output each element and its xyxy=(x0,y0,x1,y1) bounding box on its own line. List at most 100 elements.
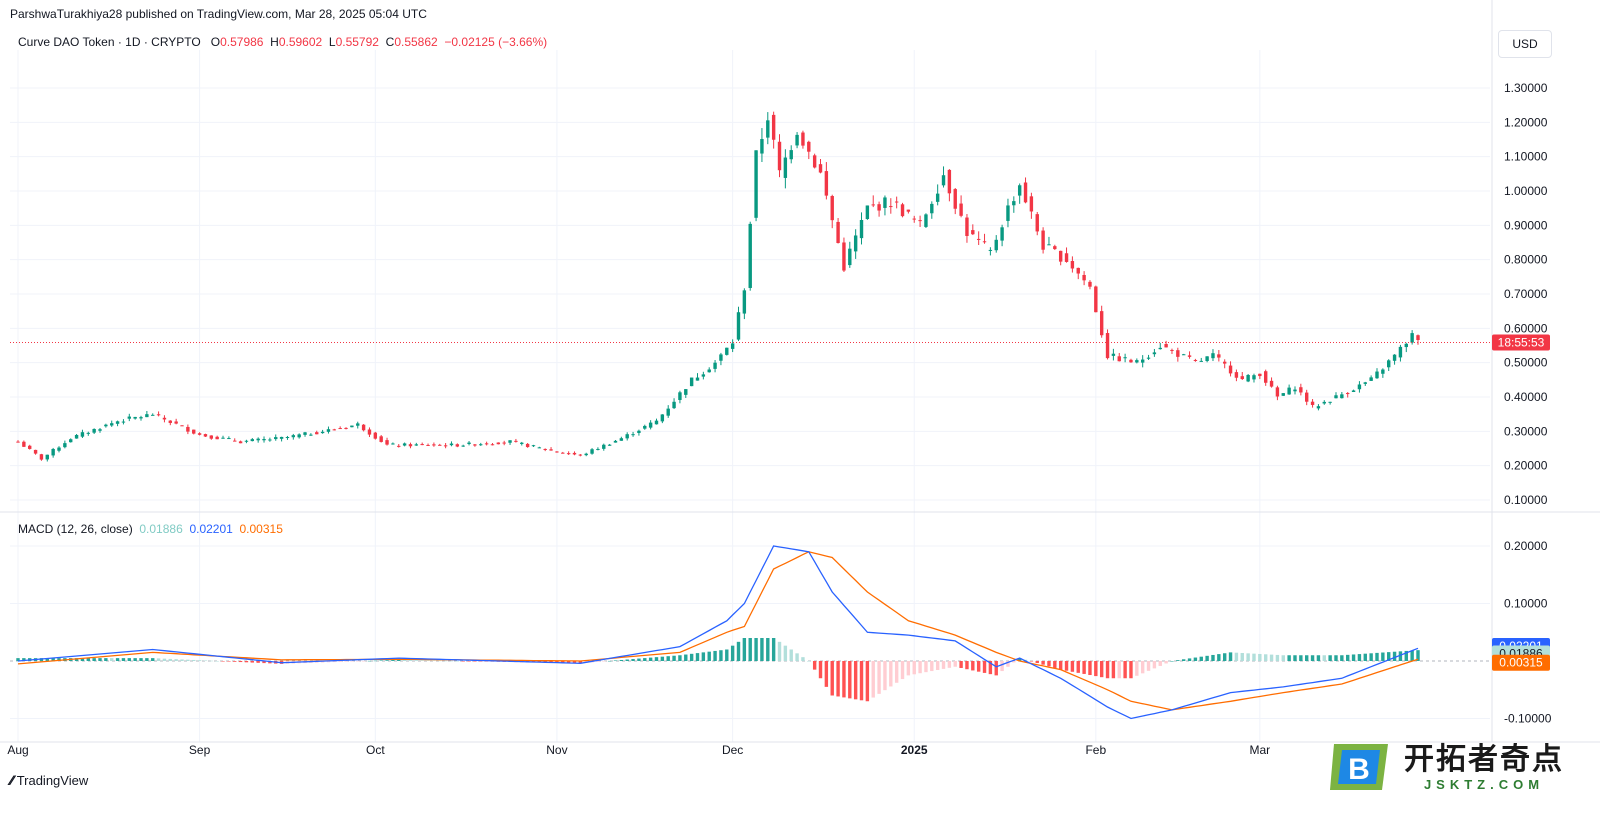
histogram-bar xyxy=(1351,654,1356,661)
candle-body xyxy=(1263,371,1268,383)
candle-body xyxy=(947,169,952,194)
high-value: 0.59602 xyxy=(278,35,323,49)
histogram-bar xyxy=(1140,661,1145,674)
candle-body xyxy=(1129,359,1133,363)
histogram-bar xyxy=(660,656,665,661)
histogram-bar xyxy=(1293,655,1297,661)
candle-body xyxy=(233,440,237,442)
candle-body xyxy=(1222,361,1227,364)
close-value: 0.55862 xyxy=(394,35,438,49)
candle-body xyxy=(906,209,911,212)
time-tick-label: Nov xyxy=(546,743,567,757)
candle-body xyxy=(291,435,296,438)
candle-body xyxy=(467,442,471,445)
candle-body xyxy=(326,429,331,432)
candle-body xyxy=(496,442,501,445)
candle-body xyxy=(484,443,489,445)
candle-body xyxy=(777,141,782,171)
candle-body xyxy=(320,431,325,434)
histogram-bar xyxy=(1340,655,1344,661)
candle-body xyxy=(654,420,659,425)
histogram-bar xyxy=(227,661,231,662)
histogram-bar xyxy=(637,658,641,661)
histogram-bar xyxy=(883,661,887,691)
candle-body xyxy=(1310,401,1315,405)
histogram-bar xyxy=(133,658,137,661)
candle-body xyxy=(402,443,407,446)
macd-signal-value: 0.00315 xyxy=(239,522,283,536)
histogram-bar xyxy=(947,661,952,668)
histogram-bar xyxy=(1088,661,1092,676)
low-value: 0.55792 xyxy=(335,35,379,49)
candle-body xyxy=(455,444,460,447)
candle-body xyxy=(1392,354,1397,361)
histogram-bar xyxy=(197,660,202,661)
candle-body xyxy=(660,414,665,422)
histogram-bar xyxy=(221,661,225,662)
histogram-bar xyxy=(180,659,184,661)
open-label: O xyxy=(210,35,221,49)
histogram-bar xyxy=(678,655,682,661)
price-tick-label: 0.40000 xyxy=(1504,390,1548,404)
candle-body xyxy=(1369,377,1373,381)
symbol-name[interactable]: Curve DAO Token · 1D · CRYPTO xyxy=(18,35,201,49)
histogram-bar xyxy=(174,659,178,661)
close-label: C xyxy=(385,35,395,49)
histogram-bar xyxy=(730,645,735,661)
histogram-bar xyxy=(233,661,237,662)
macd-tick-label: -0.10000 xyxy=(1504,712,1552,726)
histogram-bar xyxy=(695,653,700,661)
histogram-bar xyxy=(192,659,196,661)
histogram-bar xyxy=(1404,650,1408,661)
histogram-bar xyxy=(1082,661,1086,674)
macd-label[interactable]: MACD (12, 26, close) xyxy=(18,522,133,536)
price-axis: 1.30000 1.20000 1.10000 1.00000 0.90000 0.800… xyxy=(1504,81,1552,726)
histogram-bar xyxy=(1006,661,1010,667)
histogram-bar xyxy=(115,658,120,661)
histogram-bar xyxy=(1410,650,1414,661)
candle-body xyxy=(900,204,905,217)
candle-body xyxy=(859,220,864,239)
candle-body xyxy=(1252,375,1256,380)
macd-legend: MACD (12, 26, close) 0.01886 0.02201 0.0… xyxy=(18,522,283,536)
histogram-bar xyxy=(1246,653,1250,661)
histogram-bar xyxy=(596,661,600,662)
candle-body xyxy=(104,424,108,427)
histogram-bar xyxy=(379,660,383,661)
histogram-bar xyxy=(607,660,612,662)
candle-body xyxy=(531,445,536,447)
tradingview-brand: TradingView xyxy=(16,772,89,788)
price-tick-label: 0.30000 xyxy=(1504,424,1548,438)
candle-body xyxy=(689,377,694,387)
currency-button[interactable]: USD xyxy=(1498,30,1552,58)
candle-body xyxy=(315,432,319,435)
candle-body xyxy=(1398,346,1403,358)
histogram-bar xyxy=(1058,661,1063,670)
histogram-bar xyxy=(139,658,143,661)
histogram-bar xyxy=(1281,655,1285,661)
candle-body xyxy=(391,443,395,445)
candle-body xyxy=(408,444,413,447)
watermark-letter: B xyxy=(1348,753,1370,786)
candle-body xyxy=(98,429,102,431)
histogram-bar xyxy=(771,638,776,661)
histogram-bar xyxy=(74,658,79,661)
tradingview-logo[interactable]: ⁄⁄ TradingView xyxy=(10,772,88,788)
candle-body xyxy=(736,312,741,340)
candle-body xyxy=(894,201,899,203)
price-tick-label: 1.20000 xyxy=(1504,115,1548,129)
candle-body xyxy=(45,454,49,460)
candle-body xyxy=(420,444,424,446)
histogram-bar xyxy=(1228,652,1233,661)
histogram-bar xyxy=(110,658,114,661)
candle-body xyxy=(520,442,524,444)
histogram-bar xyxy=(666,656,670,661)
candle-body xyxy=(537,447,542,449)
candle-body xyxy=(760,139,764,154)
candle-body xyxy=(1287,387,1291,395)
candle-body xyxy=(1170,349,1174,351)
candle-body xyxy=(596,448,600,450)
histogram-bar xyxy=(1316,655,1321,661)
